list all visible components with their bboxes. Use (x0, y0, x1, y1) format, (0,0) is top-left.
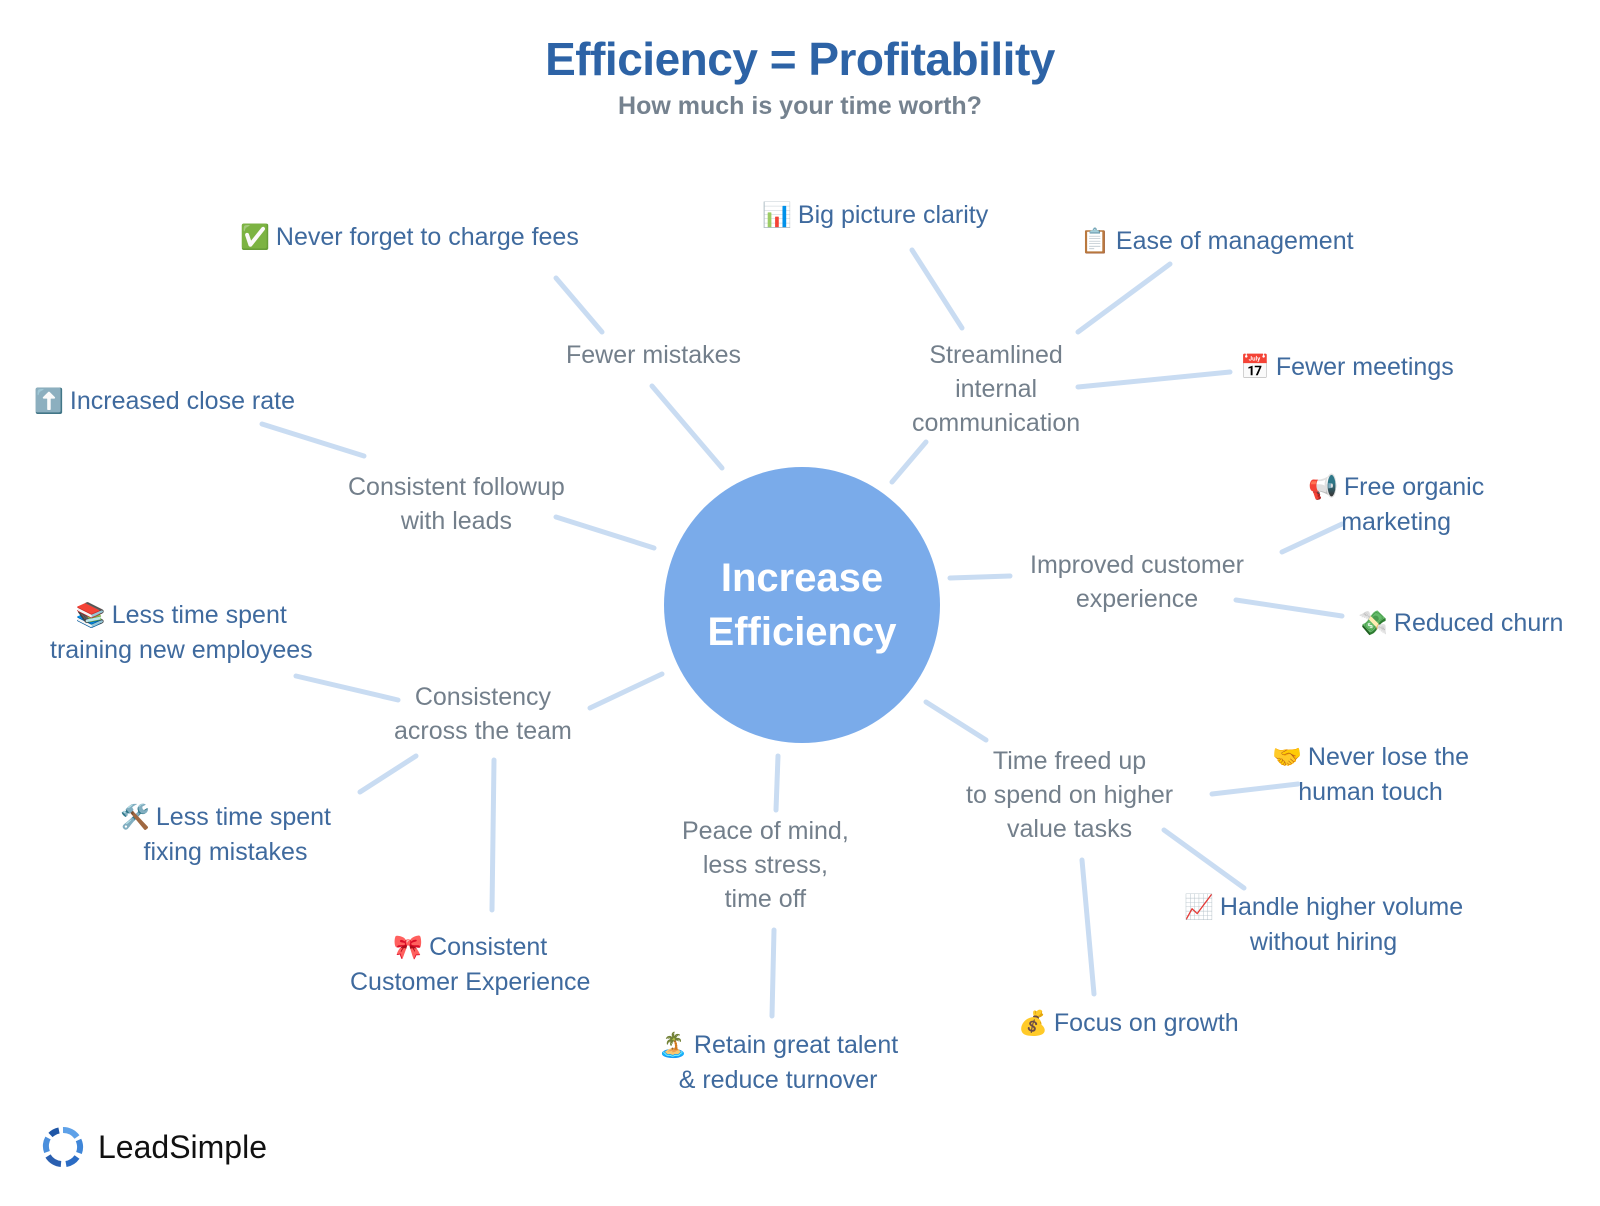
leaf-text: Handle higher volume (1219, 893, 1464, 921)
leaf-text: marketing (1341, 508, 1451, 536)
books-icon: 📚 (75, 602, 106, 629)
leaf-text: Free organic (1343, 473, 1485, 501)
page-title: Efficiency = Profitability (545, 33, 1055, 85)
leaf-text: Less time spent (155, 803, 331, 831)
leaf-text: Consistent (429, 933, 548, 961)
node-fewer-mistakes: Fewer mistakes (566, 338, 741, 372)
leaf-text: Never forget to charge fees (275, 223, 579, 251)
leaf-text: training new employees (50, 636, 313, 664)
leaf-ease-of-management: 📋 Ease of management (1080, 224, 1354, 259)
leaf-less-time-training: 📚 Less time spent training new employees (50, 598, 313, 667)
handshake-icon: 🤝 (1272, 744, 1302, 771)
leaf-text: fixing mistakes (143, 838, 308, 866)
logo-text: LeadSimple (98, 1128, 267, 1165)
node-text: time off (724, 885, 807, 913)
node-text: internal (955, 375, 1038, 403)
leadsimple-logo: LeadSimple (42, 1126, 267, 1168)
node-text: value tasks (1007, 815, 1133, 843)
node-text: communication (912, 409, 1081, 437)
clipboard-icon: 📋 (1080, 228, 1110, 255)
leaf-handle-higher-volume: 📈 Handle higher volume without hiring (1184, 890, 1463, 959)
leaf-text: Focus on growth (1053, 1009, 1239, 1037)
leaf-text: Less time spent (111, 601, 287, 629)
leaf-focus-on-growth: 💰 Focus on growth (1018, 1006, 1239, 1041)
leaf-never-forget-fees: ✅ Never forget to charge fees (240, 220, 579, 255)
chart-increasing-icon: 📈 (1184, 894, 1214, 921)
megaphone-icon: 📢 (1308, 474, 1338, 501)
beach-icon: 🏝️ (658, 1032, 688, 1059)
node-consistent-followup: Consistent followup with leads (348, 470, 565, 538)
bar-chart-icon: 📊 (762, 202, 792, 229)
node-text: Time freed up (992, 747, 1147, 775)
node-text: to spend on higher (966, 781, 1174, 809)
center-line-2: Efficiency (707, 610, 897, 654)
node-text: Consistent followup (348, 473, 565, 501)
leaf-text: without hiring (1249, 928, 1398, 956)
node-peace-of-mind: Peace of mind, less stress, time off (682, 814, 849, 916)
check-mark-icon: ✅ (240, 224, 270, 251)
leaf-consistent-customer-experience: 🎀 Consistent Customer Experience (350, 930, 590, 999)
leaf-never-lose-human-touch: 🤝 Never lose the human touch (1272, 740, 1469, 809)
leaf-text: Fewer meetings (1275, 353, 1454, 381)
center-node: Increase Efficiency (664, 467, 940, 743)
leaf-text: Reduced churn (1393, 609, 1564, 637)
leaf-increased-close-rate: ⬆️ Increased close rate (34, 384, 295, 419)
node-text: with leads (400, 507, 512, 535)
node-text: Streamlined (929, 341, 1063, 369)
leaf-text: & reduce turnover (678, 1066, 878, 1094)
leaf-reduced-churn: 💸 Reduced churn (1358, 606, 1563, 641)
center-line-1: Increase (720, 556, 884, 600)
leaf-text: Retain great talent (693, 1031, 899, 1059)
leaf-big-picture-clarity: 📊 Big picture clarity (762, 198, 988, 233)
node-text: experience (1075, 585, 1199, 613)
leaf-text: Increased close rate (69, 387, 296, 415)
logo-ring-icon (42, 1127, 84, 1167)
node-text: Improved customer (1030, 551, 1244, 579)
leaf-retain-talent: 🏝️ Retain great talent & reduce turnover (658, 1028, 898, 1097)
leaf-text: Big picture clarity (797, 201, 989, 229)
leaf-free-organic-marketing: 📢 Free organic marketing (1308, 470, 1484, 539)
node-consistency-across-team: Consistency across the team (394, 680, 572, 748)
node-text: across the team (394, 717, 572, 745)
node-time-freed-up: Time freed up to spend on higher value t… (966, 744, 1173, 846)
leaf-fewer-meetings: 📅 Fewer meetings (1240, 350, 1454, 385)
node-text: Peace of mind, (682, 817, 849, 845)
node-text: Consistency (414, 683, 552, 711)
money-bag-icon: 💰 (1018, 1010, 1048, 1037)
gift-ribbon-icon: 🎀 (393, 934, 424, 961)
node-text: Fewer mistakes (566, 341, 742, 369)
tools-icon: 🛠️ (120, 804, 150, 831)
page-subtitle: How much is your time worth? (618, 92, 982, 120)
leaf-text: Never lose the (1307, 743, 1470, 771)
leaf-less-time-fixing: 🛠️ Less time spent fixing mistakes (120, 800, 331, 869)
money-wings-icon: 💸 (1358, 610, 1388, 637)
calendar-icon: 📅 (1240, 354, 1270, 381)
leaf-text: human touch (1298, 778, 1443, 806)
node-improved-customer-experience: Improved customer experience (1030, 548, 1244, 616)
leaf-text: Customer Experience (350, 968, 591, 996)
leaf-text: Ease of management (1115, 227, 1354, 255)
node-streamlined-communication: Streamlined internal communication (912, 338, 1080, 440)
node-text: less stress, (702, 851, 828, 879)
up-arrow-icon: ⬆️ (34, 388, 64, 415)
